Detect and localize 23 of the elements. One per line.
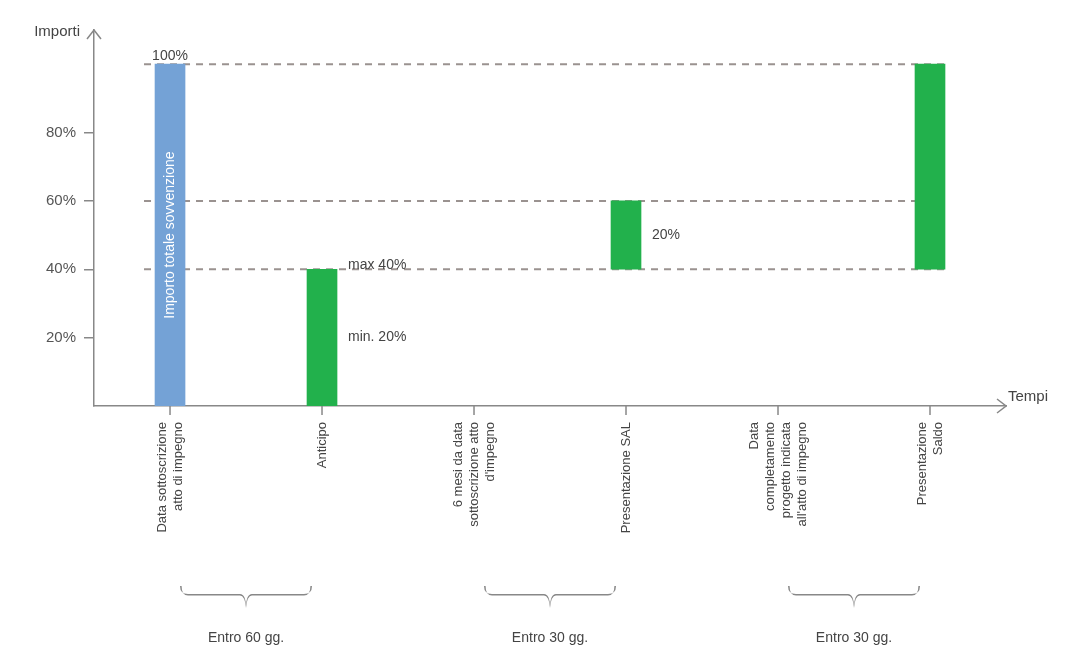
- x-tick-label: Anticipo: [313, 422, 329, 469]
- text: Entro 60 gg.: [207, 628, 285, 645]
- x-tick-label: Data sottoscrizione atto di impegno: [153, 422, 185, 533]
- x-axis-title: Tempi: [1008, 386, 1049, 404]
- annotation: min. 20%: [348, 328, 407, 345]
- annotation: max 40%: [348, 256, 407, 273]
- y-tick-label: 20%: [45, 327, 77, 345]
- text: Entro 30 gg.: [511, 628, 589, 645]
- annotation: 20%: [652, 225, 681, 242]
- y-tick-label: 40%: [45, 259, 77, 277]
- x-tick-label: 6 mesi da data sottoscrizione atto d'impegno: [449, 421, 497, 527]
- x-tick-label: Presentazione SAL: [617, 422, 633, 534]
- bar: [610, 200, 642, 270]
- bar: [914, 63, 946, 270]
- annotation: 100%: [152, 47, 188, 64]
- annotation: Importo totale sovvenzione: [160, 151, 177, 319]
- y-axis-title: Importi: [34, 22, 81, 40]
- x-tick-label: Presentazione Saldo: [913, 422, 945, 506]
- text: Entro 30 gg.: [815, 628, 893, 645]
- bar: [306, 268, 338, 406]
- x-tick-label: Data completamento progetto indicata all'atto di impegno: [745, 421, 809, 527]
- y-tick-label: 80%: [45, 122, 77, 140]
- y-tick-label: 60%: [45, 191, 77, 209]
